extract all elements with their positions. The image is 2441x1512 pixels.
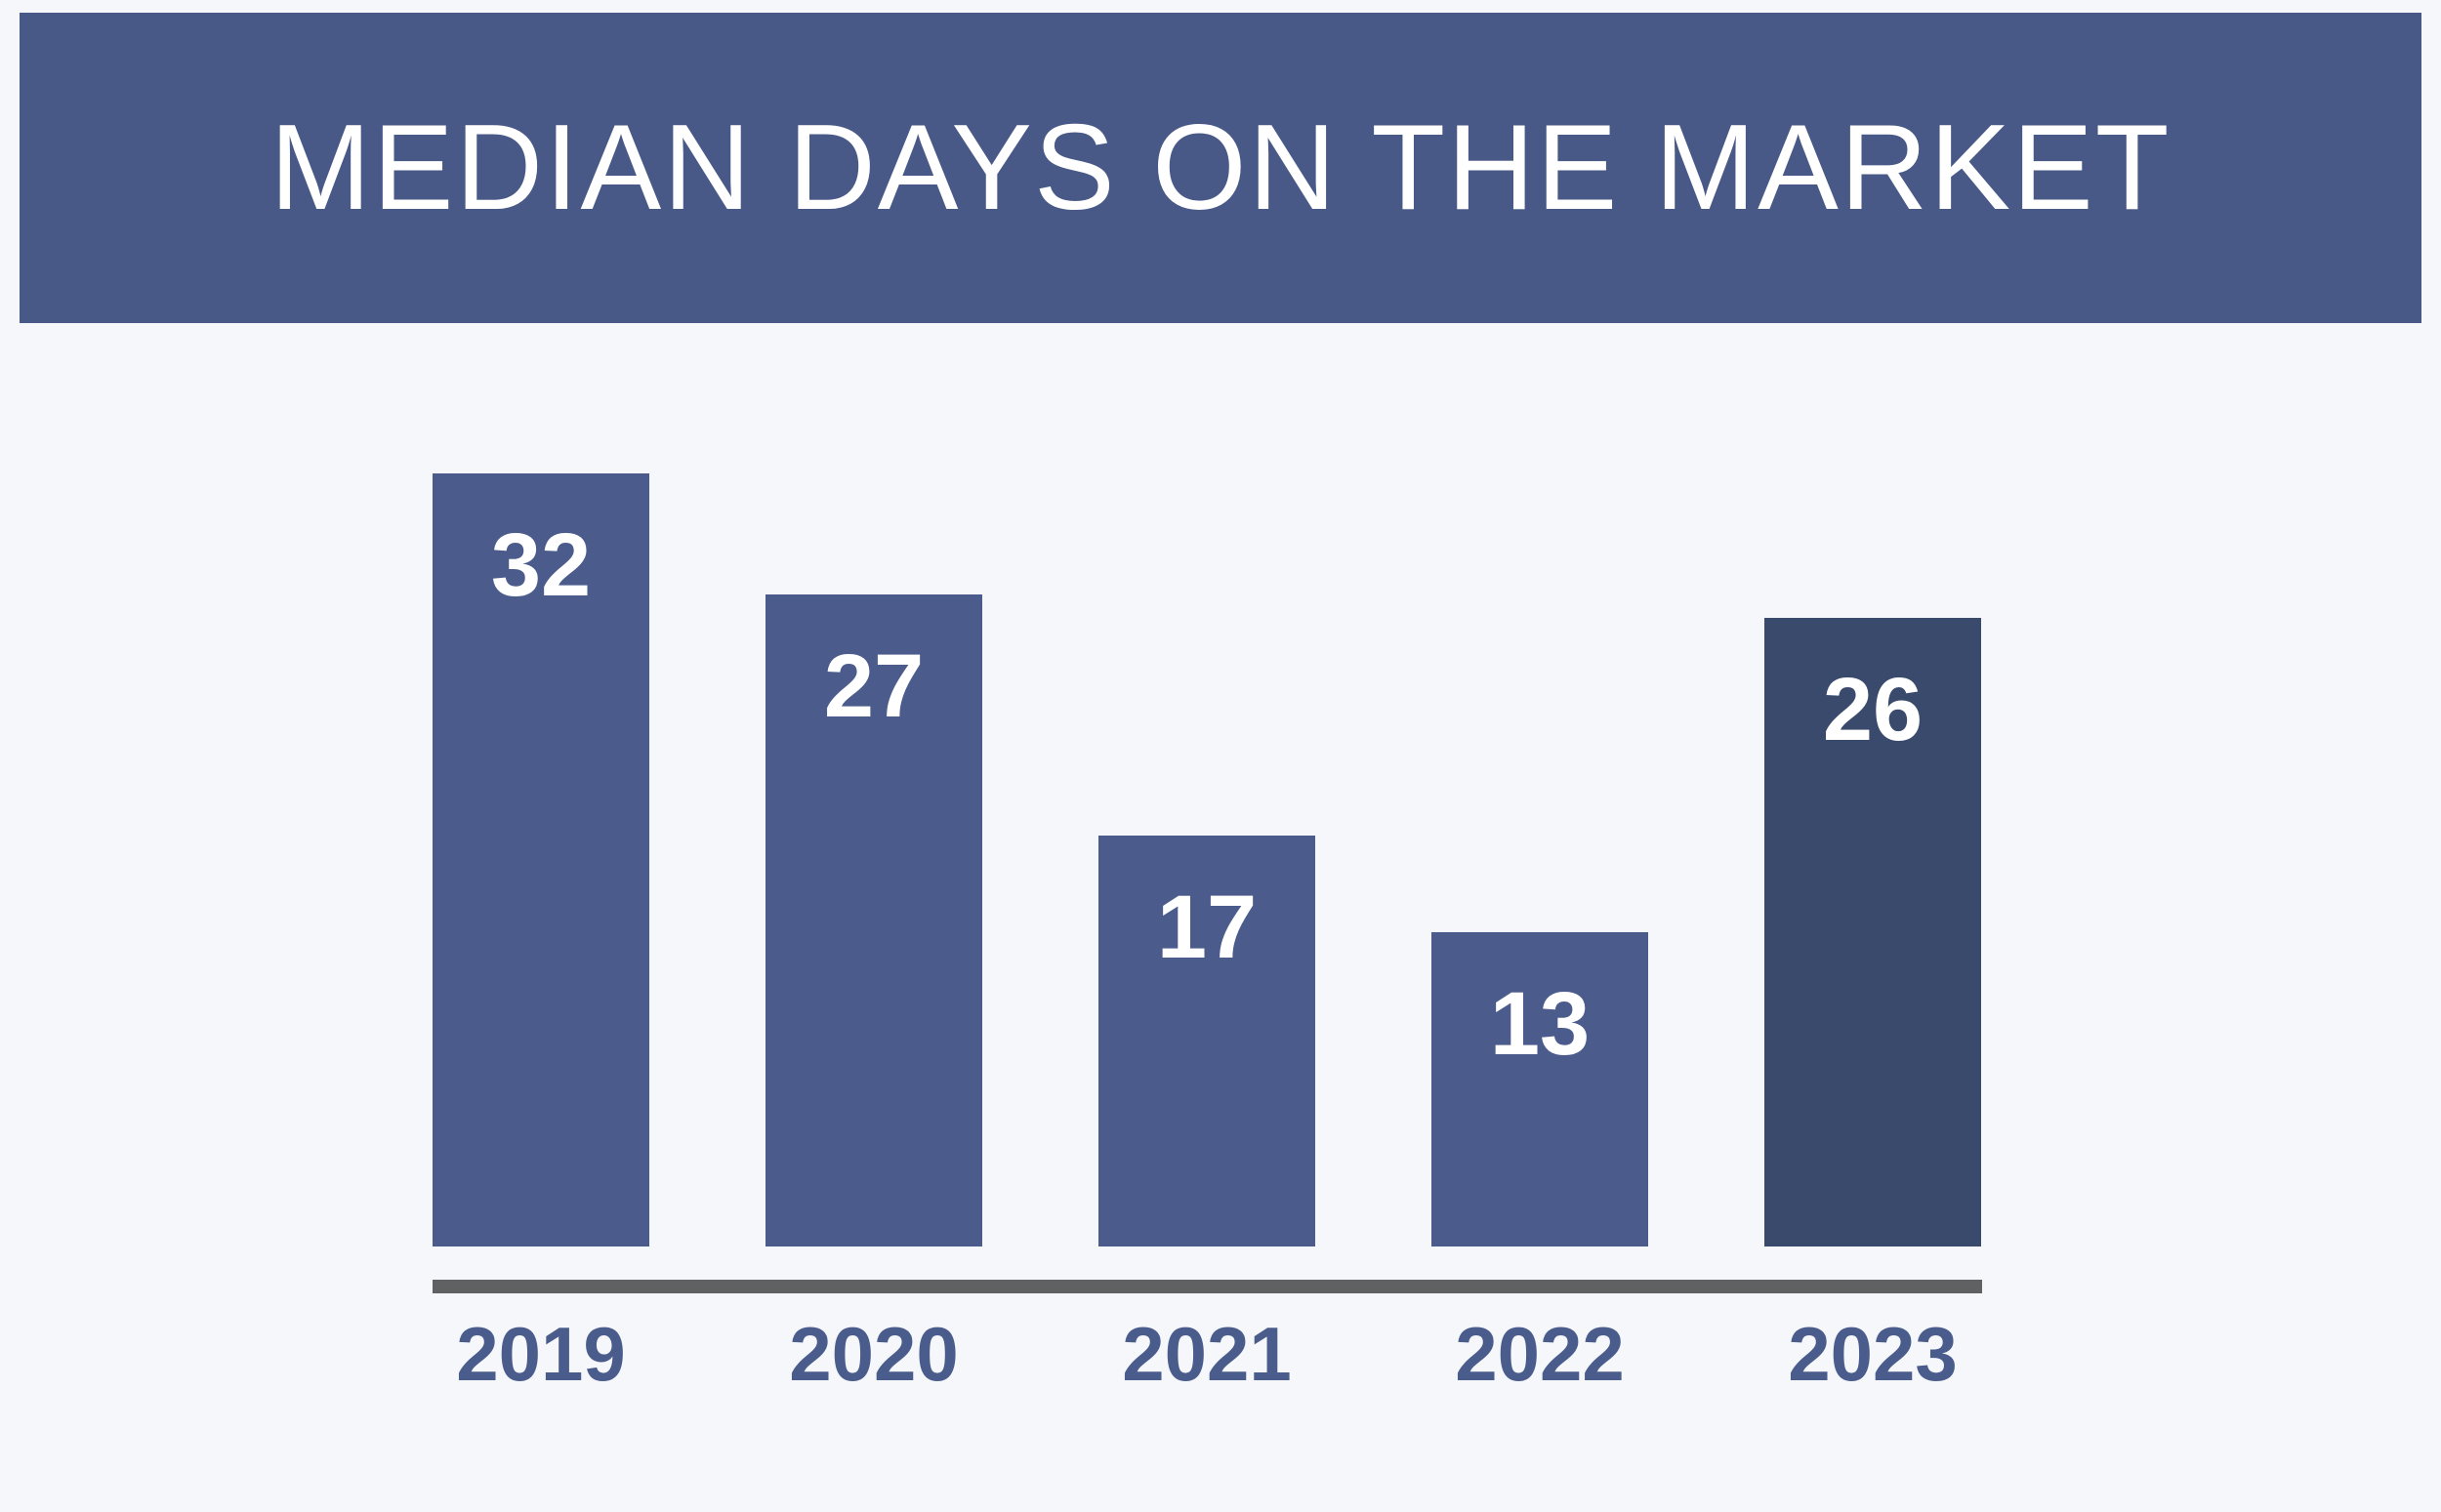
bar-2023: 26 <box>1764 618 1981 1246</box>
bar-value-label-2020: 27 <box>823 636 925 736</box>
x-axis-line <box>433 1280 1982 1293</box>
x-tick-label-2020: 2020 <box>789 1311 959 1397</box>
bar-value-label-2023: 26 <box>1822 660 1924 759</box>
bar-2022: 13 <box>1431 932 1648 1246</box>
x-tick-label-2021: 2021 <box>1122 1311 1292 1397</box>
x-tick-label-2023: 2023 <box>1788 1311 1958 1397</box>
x-tick-label-2019: 2019 <box>456 1311 626 1397</box>
bar-value-label-2021: 17 <box>1156 878 1258 977</box>
bar-value-label-2022: 13 <box>1489 974 1591 1074</box>
chart-title: MEDIAN DAYS ON THE MARKET <box>269 101 2172 235</box>
x-tick-label-2022: 2022 <box>1455 1311 1625 1397</box>
bar-2021: 17 <box>1098 836 1315 1246</box>
bar-value-label-2019: 32 <box>490 515 592 615</box>
title-banner: MEDIAN DAYS ON THE MARKET <box>20 13 2421 323</box>
bar-2020: 27 <box>765 594 982 1246</box>
bar-2019: 32 <box>433 473 649 1246</box>
